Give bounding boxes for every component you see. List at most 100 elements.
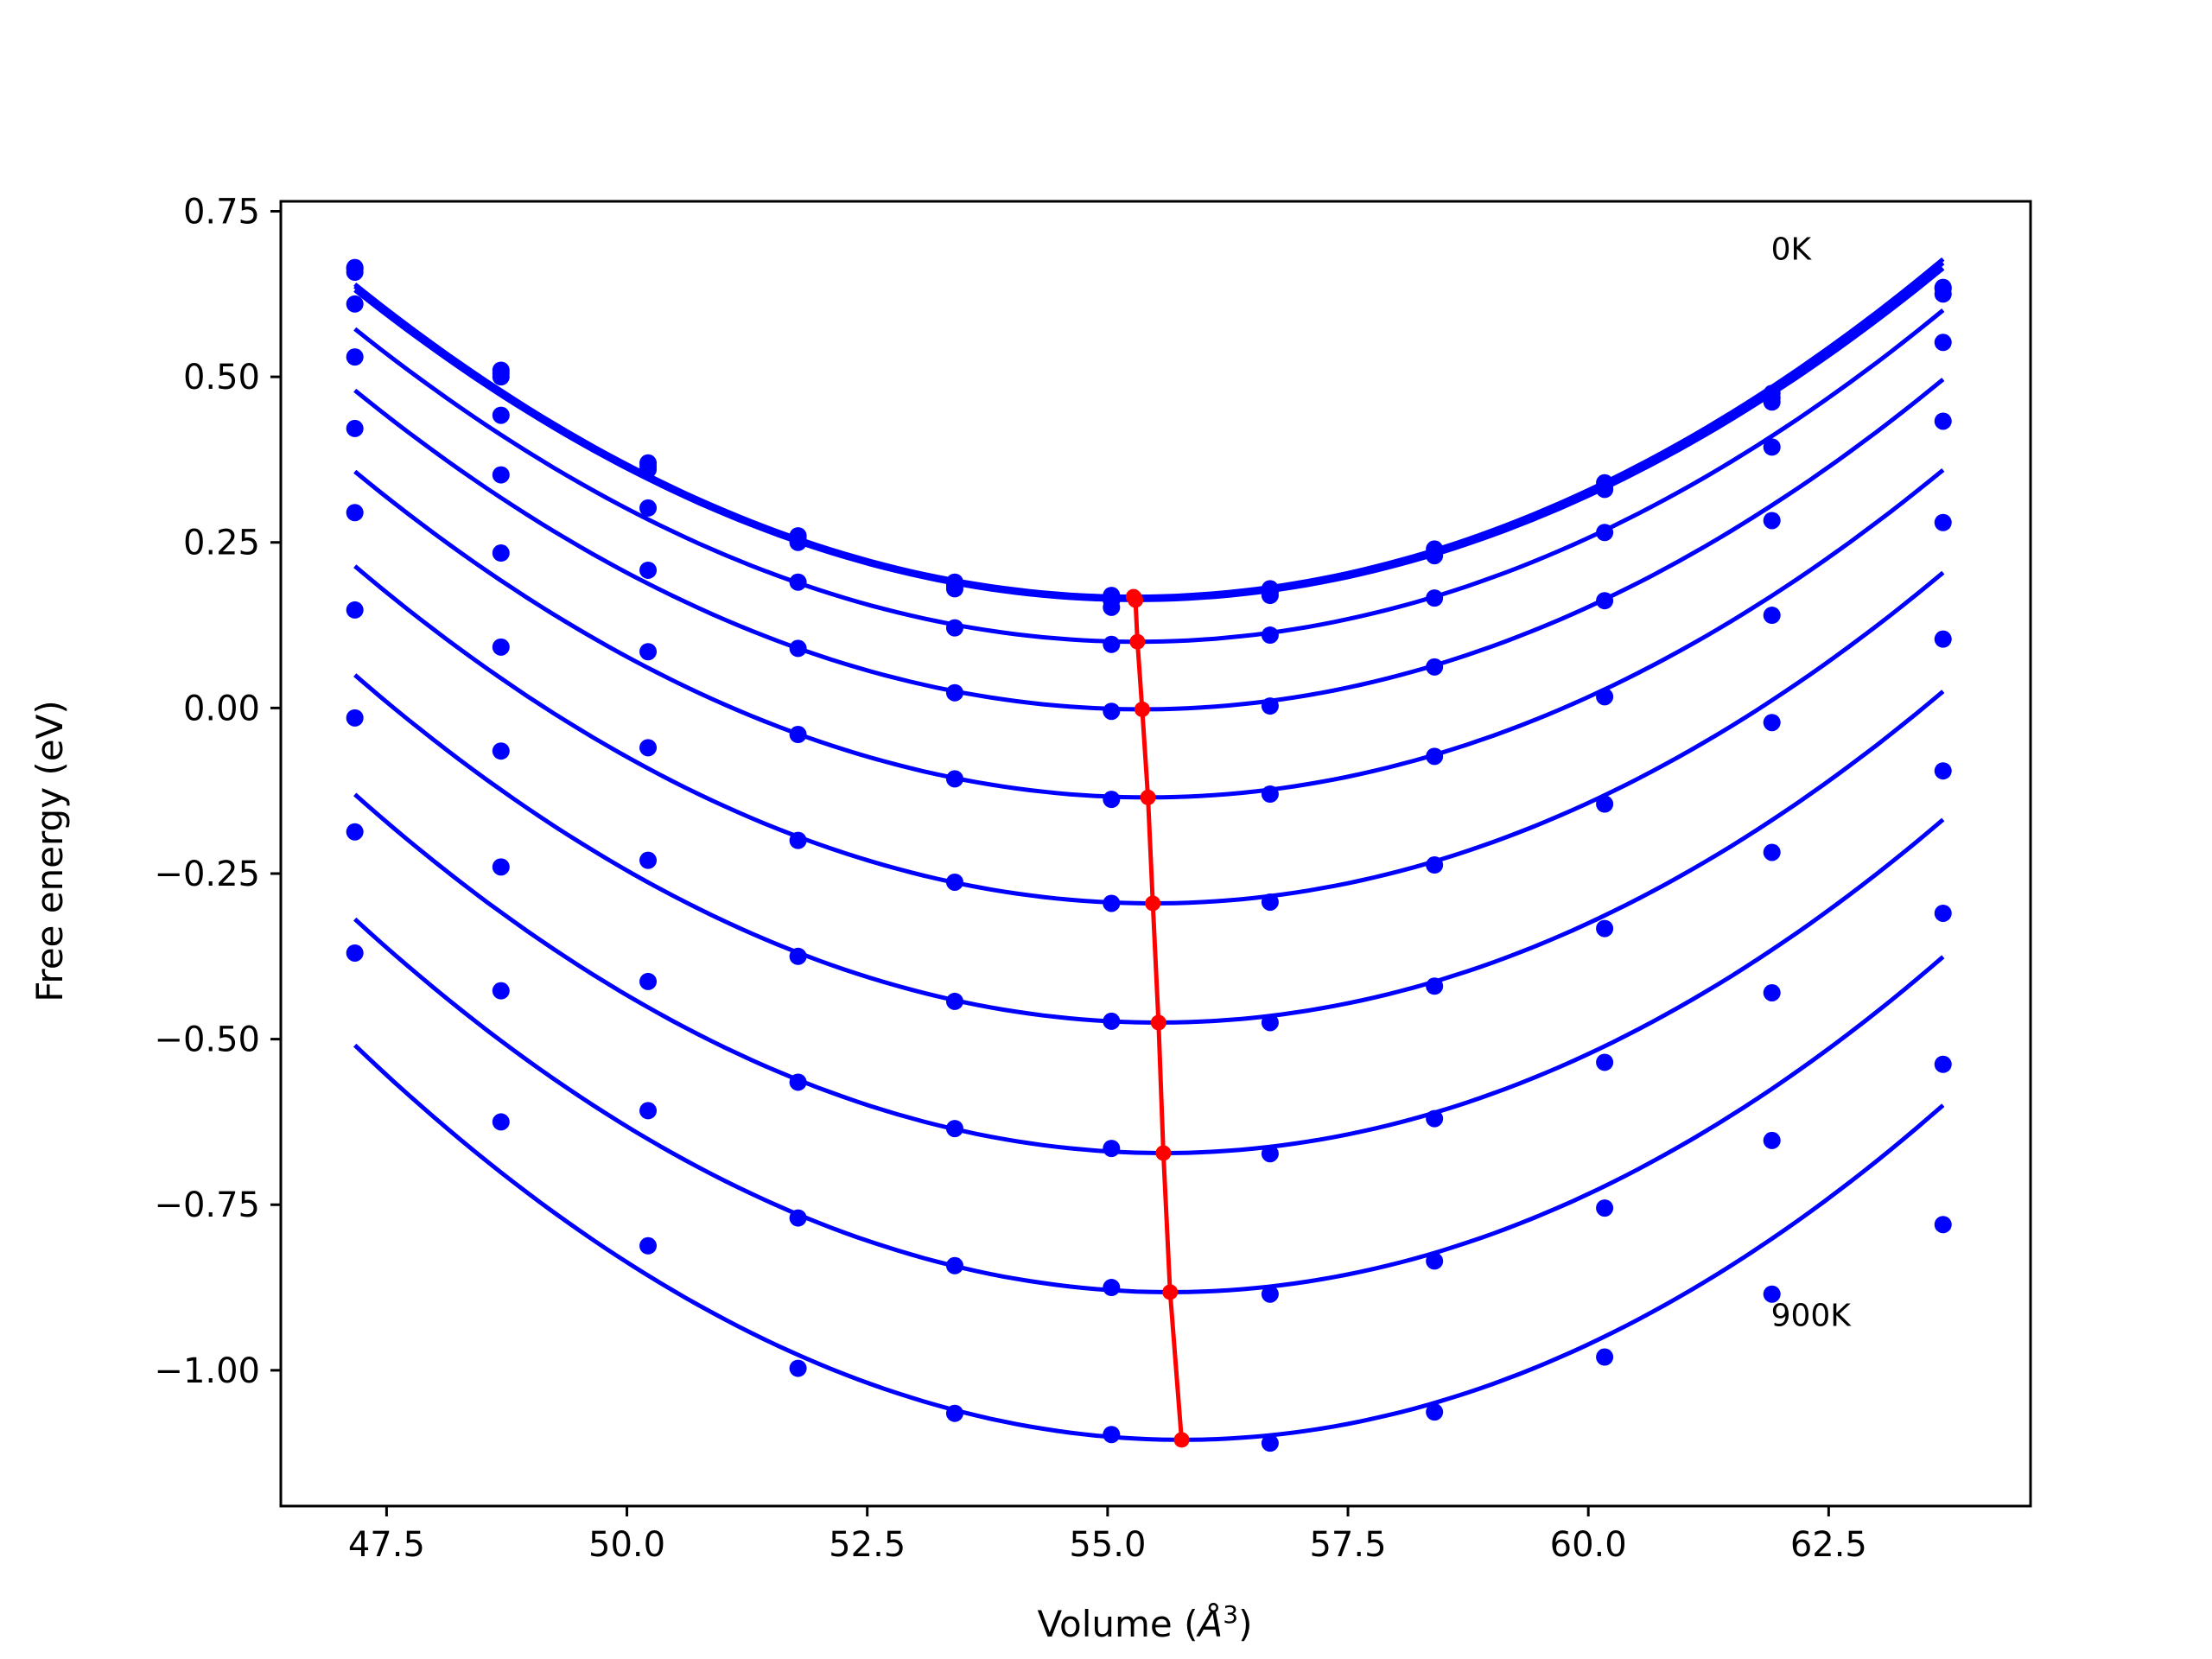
y-axis-title: Free energy (eV) — [29, 700, 71, 1002]
data-point-s8-3 — [789, 1073, 807, 1091]
data-point-s8-4 — [945, 1120, 963, 1138]
data-point-s10-0 — [346, 944, 364, 962]
data-point-s10-2 — [639, 1236, 658, 1255]
data-point-s4-5 — [1103, 702, 1121, 721]
y-tick-label-3: 0.00 — [183, 689, 260, 728]
minimum-point-9 — [1162, 1284, 1179, 1300]
x-axis-title-exponent: 3 — [1223, 1600, 1238, 1629]
data-point-s4-4 — [945, 683, 963, 702]
data-point-s8-10 — [1934, 904, 1952, 922]
fit-curve-3 — [353, 308, 1945, 645]
data-point-s5-5 — [1103, 791, 1121, 809]
minimum-point-6 — [1145, 895, 1161, 912]
data-point-s8-2 — [639, 972, 658, 990]
data-point-s7-3 — [789, 947, 807, 965]
minimum-point-3 — [1129, 633, 1146, 650]
data-point-s8-6 — [1261, 1145, 1279, 1163]
x-tick-label-0: 47.5 — [348, 1525, 425, 1565]
data-point-s5-4 — [945, 770, 963, 788]
tick-marks: 47.5 50.0 52.5 55.0 57.5 60.0 62.5 0.75 0.50 0.25… — [154, 192, 1866, 1565]
annotation-900k: 900K — [1771, 1299, 1853, 1334]
data-point-s5-9 — [1763, 607, 1781, 625]
y-tick-label-5: −0.50 — [154, 1020, 260, 1060]
minimum-point-5 — [1140, 789, 1156, 805]
data-point-s2-2 — [639, 461, 658, 479]
data-point-s7-6 — [1261, 1014, 1279, 1032]
data-point-s6-10 — [1934, 630, 1952, 648]
data-points — [346, 258, 1952, 1452]
data-point-s8-5 — [1103, 1140, 1121, 1158]
y-tick-label-2: 0.25 — [183, 524, 260, 563]
data-point-s8-9 — [1763, 983, 1781, 1001]
data-point-s10-5 — [1103, 1426, 1121, 1444]
fit-curve-2 — [353, 266, 1945, 602]
data-point-s10-1 — [492, 1113, 510, 1131]
data-point-s9-6 — [1261, 1285, 1279, 1303]
data-point-s10-6 — [1261, 1434, 1279, 1452]
data-point-s2-10 — [1934, 285, 1952, 303]
data-point-s8-1 — [492, 858, 510, 876]
data-point-s3-2 — [639, 499, 658, 517]
data-point-s4-3 — [789, 639, 807, 658]
data-point-s9-4 — [945, 1256, 963, 1274]
data-point-s9-3 — [789, 1209, 807, 1227]
data-point-s3-5 — [1103, 635, 1121, 653]
data-point-s9-7 — [1426, 1252, 1444, 1270]
data-point-s7-1 — [492, 742, 510, 760]
data-point-s4-9 — [1763, 512, 1781, 530]
x-axis-title-unit: Å — [1196, 1602, 1224, 1645]
data-point-s4-8 — [1596, 592, 1614, 610]
data-point-s10-3 — [789, 1359, 807, 1377]
data-point-s10-4 — [945, 1404, 963, 1422]
data-point-s4-1 — [492, 466, 510, 484]
data-point-s3-8 — [1596, 524, 1614, 542]
data-point-s6-6 — [1261, 893, 1279, 911]
data-point-s6-8 — [1596, 795, 1614, 813]
data-point-s7-8 — [1596, 919, 1614, 938]
minimum-point-4 — [1134, 701, 1150, 717]
data-point-s5-10 — [1934, 513, 1952, 531]
data-point-s10-7 — [1426, 1403, 1444, 1421]
data-point-s2-0 — [346, 264, 364, 282]
data-point-s2-4 — [945, 580, 963, 598]
axes — [279, 200, 2032, 1508]
data-point-s2-9 — [1763, 393, 1781, 411]
data-point-s7-5 — [1103, 1012, 1121, 1030]
equilibrium-volume-line — [1125, 588, 1190, 1448]
data-point-s9-9 — [1763, 1131, 1781, 1149]
y-tick-label-6: −0.75 — [154, 1185, 260, 1225]
x-tick-label-5: 60.0 — [1550, 1525, 1627, 1565]
data-point-s5-6 — [1261, 785, 1279, 804]
axes-frame — [279, 200, 2032, 1508]
data-point-s4-0 — [346, 348, 364, 366]
data-point-s3-9 — [1763, 438, 1781, 456]
x-tick-label-3: 55.0 — [1069, 1525, 1146, 1565]
data-point-s7-4 — [945, 992, 963, 1010]
minimum-point-2 — [1128, 592, 1144, 608]
data-point-s3-10 — [1934, 334, 1952, 352]
data-point-s2-6 — [1261, 587, 1279, 605]
data-point-s6-5 — [1103, 894, 1121, 912]
fit-curve-8 — [353, 792, 1945, 1156]
data-point-s4-2 — [639, 561, 658, 579]
data-point-s9-8 — [1596, 1199, 1614, 1217]
data-point-s6-0 — [346, 504, 364, 522]
data-point-s5-1 — [492, 544, 510, 563]
data-point-s7-9 — [1763, 843, 1781, 861]
data-point-s6-9 — [1763, 714, 1781, 732]
data-point-s3-3 — [789, 573, 807, 591]
data-point-s10-8 — [1596, 1348, 1614, 1366]
minimum-point-8 — [1155, 1145, 1172, 1161]
data-point-s9-1 — [492, 982, 510, 1000]
data-point-s2-8 — [1596, 480, 1614, 499]
data-point-s4-10 — [1934, 412, 1952, 430]
y-tick-label-7: −1.00 — [154, 1351, 260, 1391]
data-point-s10-9 — [1763, 1285, 1781, 1303]
data-point-s3-7 — [1426, 589, 1444, 607]
data-point-s10-10 — [1934, 1216, 1952, 1234]
data-point-s5-7 — [1426, 747, 1444, 766]
y-tick-label-4: −0.25 — [154, 855, 260, 894]
x-axis-title: Volume (Å3) — [1038, 1600, 1253, 1645]
